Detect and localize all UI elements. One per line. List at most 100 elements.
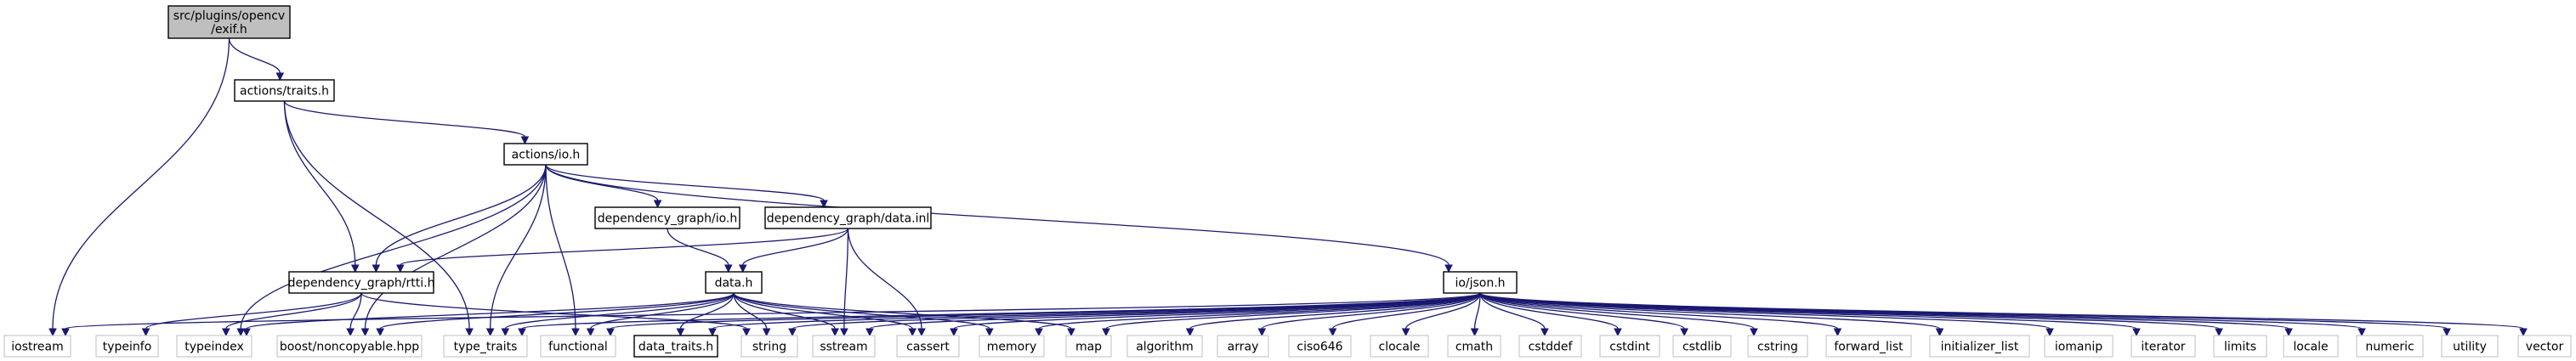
node-label: vector xyxy=(2526,341,2564,354)
node-root[interactable]: src/plugins/opencv/exif.h xyxy=(168,6,290,38)
edge-arrowhead-io-to-json xyxy=(1445,265,1452,272)
edge-io-to-rtti xyxy=(376,165,546,265)
edge-arrowhead-json-to-string xyxy=(789,329,796,336)
node-locale: locale xyxy=(2284,336,2338,357)
edge-arrowhead-json-to-data_traits xyxy=(709,329,716,336)
edge-arrowhead-traits-to-rtti xyxy=(352,265,359,272)
node-limits: limits xyxy=(2214,336,2267,357)
node-label: cstdint xyxy=(1609,341,1650,354)
node-json[interactable]: io/json.h xyxy=(1444,272,1517,293)
edge-arrowhead-json-to-algorithm xyxy=(1187,329,1194,336)
node-io[interactable]: actions/io.h xyxy=(504,144,587,165)
edge-arrowhead-json-to-functional xyxy=(607,329,614,336)
node-type-traits: type_traits xyxy=(444,336,527,357)
edge-arrowhead-io-to-rtti xyxy=(372,265,379,272)
node-label: limits xyxy=(2224,341,2256,354)
edge-arrowhead-json-to-forward_list xyxy=(1834,329,1841,336)
node-label: data_traits.h xyxy=(638,341,713,354)
edge-arrowhead-rtti-to-noncopyable xyxy=(347,329,354,336)
edge-arrowhead-root-to-traits xyxy=(276,73,283,80)
edge-arrowhead-json-to-sstream xyxy=(866,329,873,336)
node-functional: functional xyxy=(541,336,616,357)
node-data-traits[interactable]: data_traits.h xyxy=(634,336,718,357)
node-map: map xyxy=(1066,336,1111,357)
edge-arrowhead-traits-to-type_traits xyxy=(466,329,473,336)
node-datainl[interactable]: dependency_graph/data.inl xyxy=(765,207,931,228)
node-traits[interactable]: actions/traits.h xyxy=(235,80,334,101)
node-label: typeindex xyxy=(184,341,244,354)
edge-arrowhead-json-to-cstdint xyxy=(1614,329,1621,336)
edge-arrowhead-json-to-map xyxy=(1103,329,1109,336)
edge-arrowhead-json-to-limits xyxy=(2216,329,2222,336)
edge-root-to-iostream xyxy=(53,38,229,329)
node-label: functional xyxy=(548,341,608,354)
edge-arrowhead-json-to-initializer_list xyxy=(1937,329,1943,336)
node-label: iomanip xyxy=(2055,341,2102,354)
edge-json-to-vector xyxy=(1480,293,2523,329)
edge-arrowhead-data-to-noncopyable xyxy=(377,329,383,336)
node-data[interactable]: data.h xyxy=(706,272,762,293)
edge-arrowhead-data-to-data_traits xyxy=(677,329,684,336)
node-label: actions/traits.h xyxy=(240,85,329,99)
node-label: io/json.h xyxy=(1455,277,1505,290)
node-label: data.h xyxy=(715,277,753,290)
edge-datainl-to-sstream xyxy=(844,228,848,329)
node-typeindex: typeindex xyxy=(177,336,252,357)
node-label: map xyxy=(1075,341,1102,354)
edge-arrowhead-json-to-cmath xyxy=(1472,329,1478,336)
edge-arrowhead-json-to-clocale xyxy=(1403,329,1410,336)
edge-arrowhead-json-to-cassert xyxy=(950,329,957,336)
edge-arrowhead-data-to-type_traits xyxy=(502,329,508,336)
node-label: dependency_graph/rtti.h xyxy=(288,277,435,290)
edge-arrowhead-json-to-ciso646 xyxy=(1330,329,1336,336)
node-memory: memory xyxy=(979,336,1044,357)
node-label: /exif.h xyxy=(211,23,247,37)
edge-traits-to-rtti xyxy=(285,101,355,265)
node-label: ciso646 xyxy=(1297,341,1342,354)
edge-arrowhead-json-to-numeric xyxy=(2358,329,2365,336)
node-iostream: iostream xyxy=(4,336,71,357)
node-rtti[interactable]: dependency_graph/rtti.h xyxy=(288,272,435,293)
edge-arrowhead-json-to-iterator xyxy=(2133,329,2140,336)
node-label: forward_list xyxy=(1834,341,1904,354)
node-cstddef: cstddef xyxy=(1519,336,1581,357)
edge-io-to-noncopyable xyxy=(365,165,546,329)
node-label: cstring xyxy=(1757,341,1798,354)
edge-arrowhead-rtti-to-typeindex xyxy=(223,329,230,336)
node-iomanip: iomanip xyxy=(2045,336,2113,357)
node-label: cstddef xyxy=(1529,341,1574,354)
edge-arrowhead-json-to-vector xyxy=(2520,329,2527,336)
node-label: memory xyxy=(987,341,1037,354)
edge-arrowhead-io-to-noncopyable xyxy=(361,329,368,336)
node-cstdint: cstdint xyxy=(1600,336,1660,357)
edge-arrowhead-json-to-utility xyxy=(2443,329,2450,336)
edge-arrowhead-datainl-to-cassert xyxy=(918,329,925,336)
node-dgio[interactable]: dependency_graph/io.h xyxy=(595,207,740,228)
node-algorithm: algorithm xyxy=(1127,336,1202,357)
node-array: array xyxy=(1217,336,1268,357)
edge-io-to-dgio xyxy=(546,165,658,200)
node-label: boost/noncopyable.hpp xyxy=(280,341,419,354)
node-label: utility xyxy=(2453,341,2487,354)
edge-arrowhead-data-to-string xyxy=(763,329,770,336)
edge-arrowhead-json-to-cstring xyxy=(1750,329,1757,336)
node-cstring: cstring xyxy=(1748,336,1807,357)
edge-arrowhead-json-to-locale xyxy=(2285,329,2292,336)
edge-arrowhead-json-to-cstddef xyxy=(1541,329,1548,336)
node-forward-list: forward_list xyxy=(1826,336,1911,357)
node-initializer-list: initializer_list xyxy=(1930,336,2029,357)
node-label: cmath xyxy=(1455,341,1493,354)
node-typeinfo: typeinfo xyxy=(96,336,158,357)
node-label: actions/io.h xyxy=(512,149,581,162)
edge-arrowhead-data-to-functional xyxy=(587,329,594,336)
node-noncopyable: boost/noncopyable.hpp xyxy=(277,336,422,357)
edge-root-to-traits xyxy=(230,38,281,73)
node-label: src/plugins/opencv xyxy=(173,9,285,23)
node-label: sstream xyxy=(820,341,867,354)
node-label: dependency_graph/data.inl xyxy=(767,212,930,226)
node-sstream: sstream xyxy=(813,336,875,357)
edge-io-to-typeindex xyxy=(241,165,546,329)
edge-arrowhead-json-to-memory xyxy=(1036,329,1042,336)
edge-arrowhead-data-to-memory xyxy=(986,329,993,336)
edge-arrowhead-traits-to-io xyxy=(521,137,528,144)
